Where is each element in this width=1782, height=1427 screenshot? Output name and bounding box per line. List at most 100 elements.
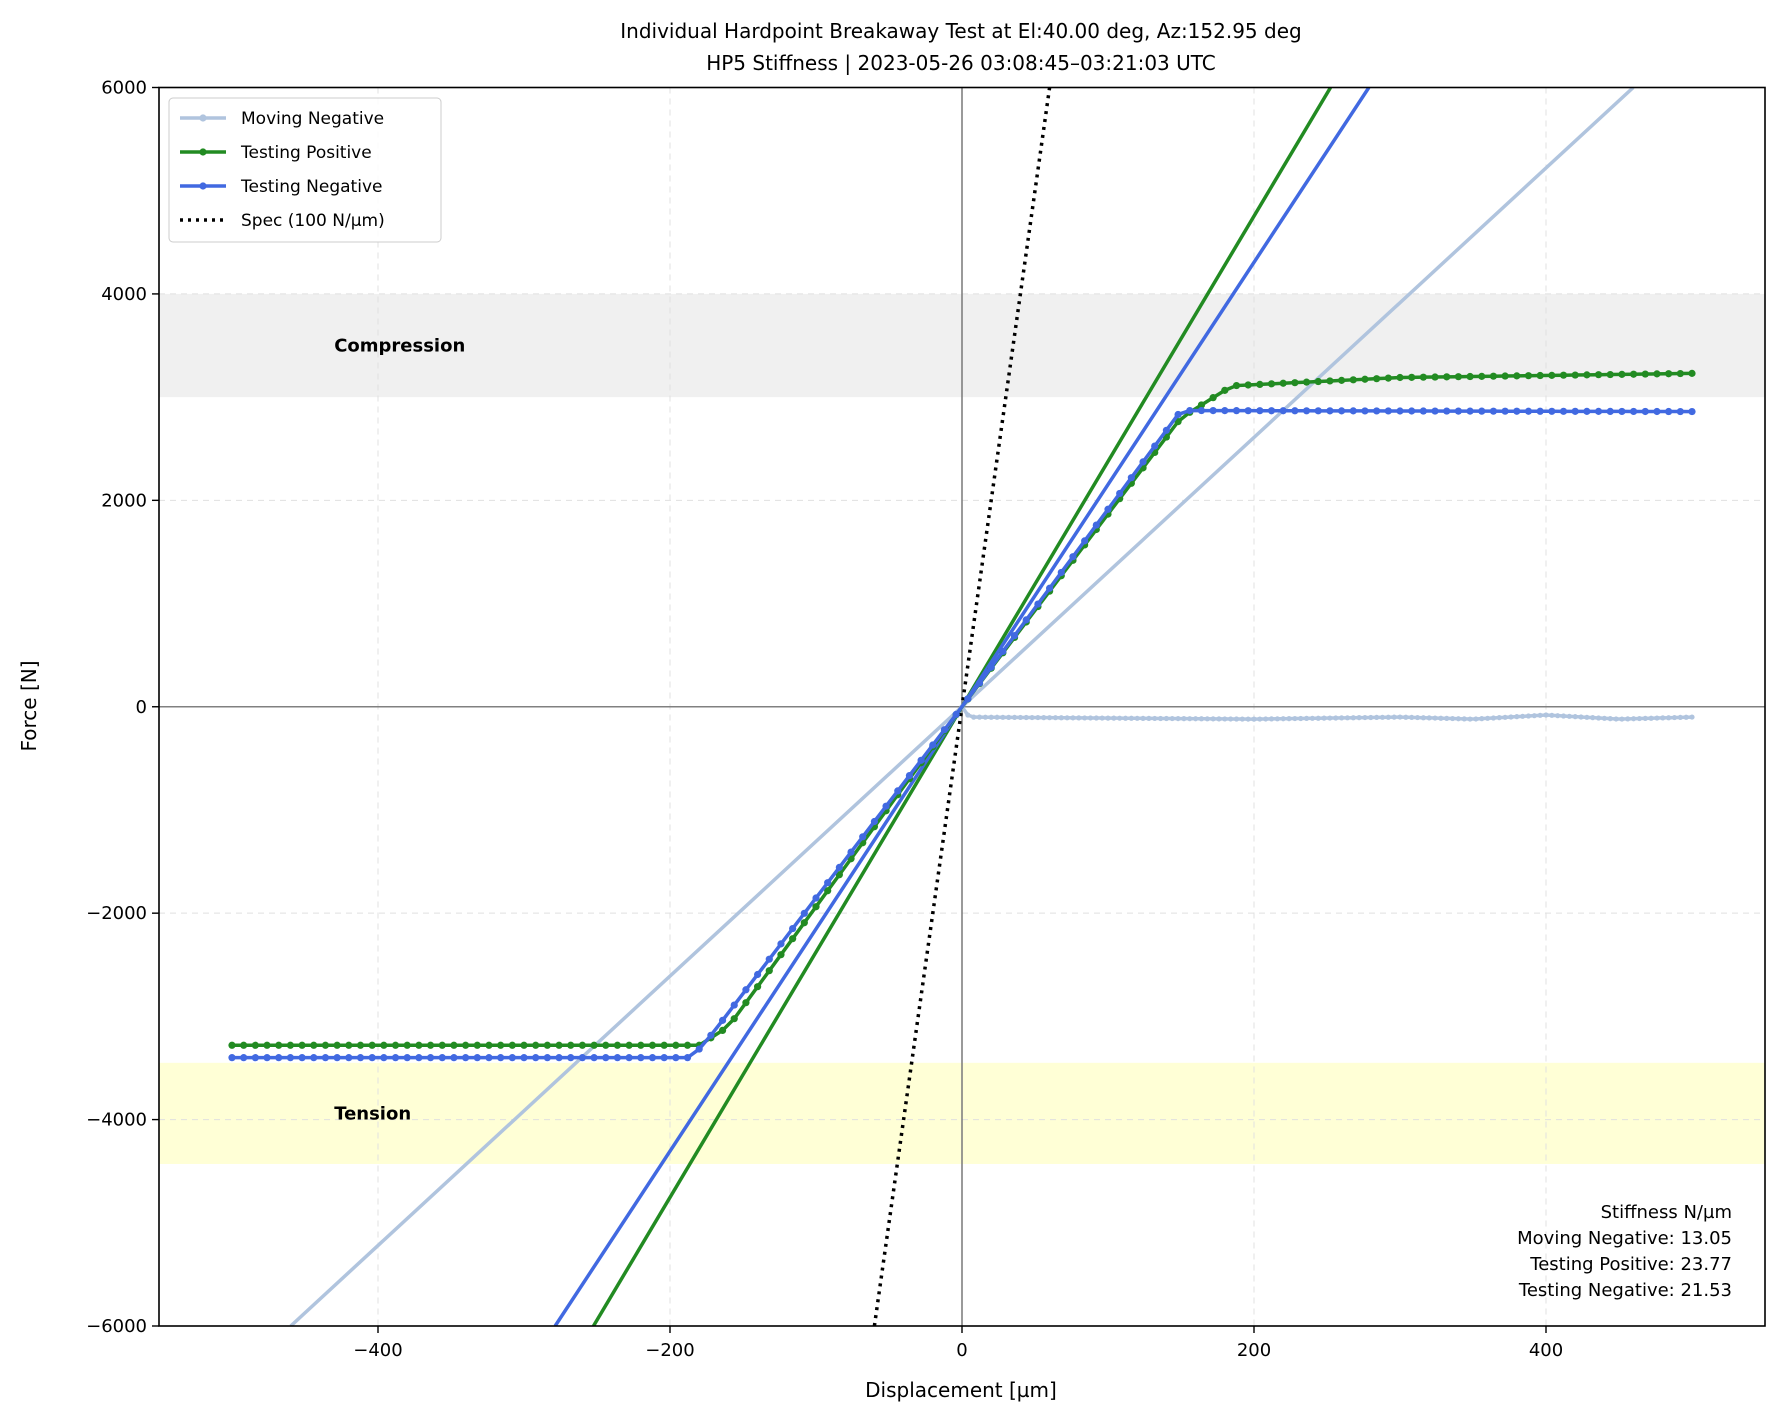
data-point <box>625 1041 633 1049</box>
data-point <box>1666 715 1672 721</box>
data-point <box>1268 716 1275 722</box>
data-point <box>1280 716 1286 722</box>
data-point <box>1157 715 1164 722</box>
data-point <box>1197 401 1206 409</box>
data-point <box>1489 407 1498 415</box>
data-point <box>1571 371 1579 379</box>
data-point <box>1291 379 1299 387</box>
data-point <box>275 1054 283 1062</box>
data-point <box>1070 715 1076 721</box>
data-point <box>1689 714 1695 720</box>
data-point <box>275 1041 283 1049</box>
data-point <box>1338 376 1346 384</box>
data-point <box>1228 716 1234 722</box>
data-point <box>1619 716 1625 722</box>
stiffness-annotation: Stiffness N/µm Moving Negative: 13.05 Test… <box>1517 1202 1732 1301</box>
data-point <box>1286 716 1292 722</box>
data-point <box>1601 715 1607 721</box>
data-point <box>835 863 843 871</box>
data-point <box>1431 407 1439 415</box>
data-point <box>1653 407 1661 416</box>
data-point <box>695 1045 703 1053</box>
data-point <box>543 1054 551 1062</box>
data-point <box>1391 714 1397 720</box>
data-point <box>356 1054 365 1062</box>
data-point <box>1606 370 1614 379</box>
data-point <box>1618 370 1626 378</box>
data-point <box>1279 407 1287 415</box>
data-point <box>1373 407 1381 415</box>
data-point <box>567 1041 575 1049</box>
data-point <box>1676 369 1684 378</box>
data-point <box>1584 714 1590 720</box>
band-label-tension: Tension <box>334 1103 411 1124</box>
data-point <box>555 1054 563 1062</box>
data-point <box>1093 715 1099 721</box>
annotation-line: Moving Negative: 13.05 <box>1517 1228 1732 1249</box>
data-point <box>1508 714 1514 720</box>
data-point <box>1443 407 1451 415</box>
data-point <box>1244 407 1252 415</box>
data-point <box>1022 616 1030 624</box>
data-point <box>1641 370 1649 378</box>
data-point <box>543 1041 551 1049</box>
data-point <box>613 1054 622 1062</box>
data-point <box>994 714 1000 720</box>
data-point <box>1524 372 1533 380</box>
data-point <box>1688 407 1696 416</box>
data-point <box>1006 714 1012 720</box>
data-point <box>1023 714 1029 721</box>
data-point <box>228 1041 236 1049</box>
data-point <box>1572 714 1578 720</box>
data-point <box>298 1054 306 1062</box>
data-point <box>251 1054 259 1062</box>
data-point <box>1198 716 1205 722</box>
data-point <box>1333 715 1339 721</box>
data-point <box>1536 407 1544 415</box>
data-point <box>1466 407 1474 415</box>
data-point <box>1350 715 1356 721</box>
data-point <box>1267 407 1276 415</box>
data-point <box>754 970 762 979</box>
data-point <box>1630 370 1638 378</box>
data-point <box>1116 489 1124 498</box>
data-point <box>765 967 773 975</box>
data-point <box>1648 715 1654 721</box>
y-axis-label: Force [N] <box>17 660 41 751</box>
data-point <box>286 1041 294 1049</box>
data-point <box>1384 374 1392 382</box>
data-point <box>1175 715 1181 722</box>
data-point <box>1105 715 1111 721</box>
data-point <box>1531 713 1537 719</box>
data-point <box>1257 716 1263 722</box>
data-point <box>1559 407 1568 415</box>
data-point <box>672 1041 680 1049</box>
data-point <box>345 1041 353 1049</box>
legend-label: Spec (100 N/µm) <box>241 211 385 231</box>
data-point <box>1209 394 1217 402</box>
data-point <box>1671 714 1678 721</box>
data-point <box>578 1054 587 1062</box>
data-point <box>508 1054 516 1062</box>
data-point <box>976 714 983 720</box>
data-point <box>508 1041 516 1049</box>
data-point <box>1339 715 1345 721</box>
data-point <box>1595 715 1602 721</box>
data-point <box>1111 715 1117 721</box>
data-point <box>1513 372 1521 380</box>
data-point <box>1536 371 1544 380</box>
data-point <box>800 919 808 927</box>
data-point <box>1041 715 1047 721</box>
data-point <box>1344 715 1351 721</box>
data-point <box>356 1041 365 1049</box>
data-point <box>462 1054 470 1062</box>
y-tick-label: 2000 <box>101 490 147 511</box>
y-tick-label: 0 <box>136 697 147 718</box>
data-point <box>1267 380 1276 388</box>
data-point <box>403 1054 411 1062</box>
data-point <box>1222 716 1228 722</box>
data-point <box>1314 377 1322 386</box>
data-point <box>1555 713 1561 719</box>
data-point <box>777 940 785 948</box>
data-point <box>730 1015 738 1023</box>
